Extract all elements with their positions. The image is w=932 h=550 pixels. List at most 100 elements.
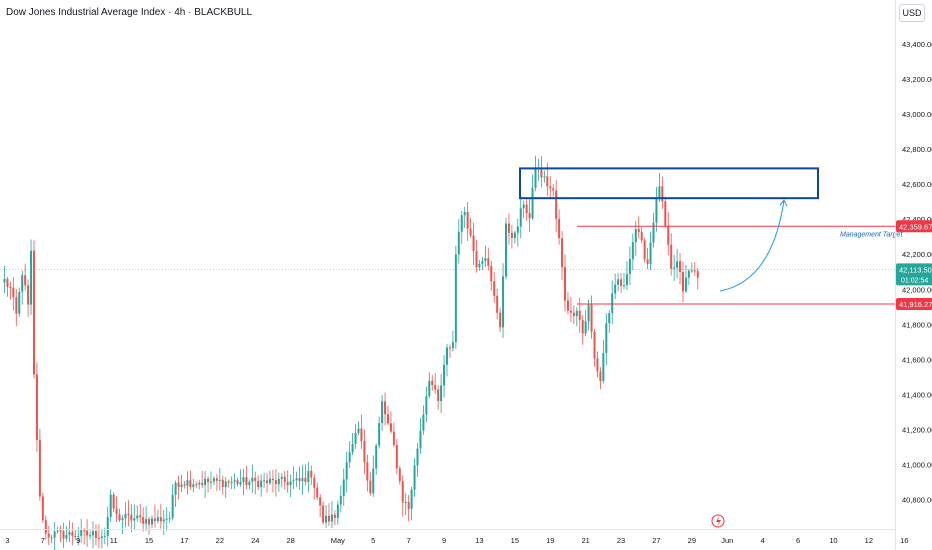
candle: [661, 176, 664, 209]
candle-body: [555, 190, 558, 219]
candle-body: [286, 482, 289, 486]
candle-body: [307, 470, 310, 482]
candle-body: [569, 310, 572, 313]
candle: [581, 315, 584, 345]
candle: [257, 475, 260, 490]
candle-body: [652, 222, 655, 243]
candle: [92, 521, 94, 549]
candle-body: [277, 478, 280, 485]
candle: [496, 288, 499, 320]
candle-body: [404, 502, 407, 504]
candle-body: [260, 480, 263, 488]
candle-body: [401, 481, 404, 503]
candle-body: [558, 218, 561, 239]
candle-body: [673, 267, 676, 269]
time-tick-label: 13: [475, 536, 483, 545]
candle-body: [649, 242, 652, 264]
candle-body: [153, 518, 156, 521]
candle: [670, 233, 673, 276]
candle: [44, 515, 47, 540]
candle-body: [395, 445, 398, 469]
candle-body: [693, 270, 696, 272]
candle: [118, 508, 121, 522]
candle-body: [643, 240, 646, 260]
candle-body: [207, 478, 210, 483]
candle-body: [513, 232, 516, 239]
time-tick-label: 22: [216, 536, 224, 545]
candle: [342, 468, 345, 506]
candle: [366, 454, 369, 492]
candle-body: [295, 478, 298, 481]
price-tick-label: 42,800.00: [902, 145, 932, 154]
candle: [490, 260, 493, 291]
candle-body: [74, 535, 77, 537]
candle-body: [437, 389, 440, 402]
candle-body: [97, 537, 100, 539]
candle: [94, 524, 97, 546]
candle: [543, 170, 546, 183]
candle-body: [289, 481, 292, 486]
candle-body: [133, 518, 136, 521]
candle: [484, 245, 487, 268]
candle-body: [505, 223, 507, 277]
candle-body: [62, 530, 65, 539]
candle: [177, 475, 180, 500]
price-tick-label: 41,200.00: [902, 425, 932, 434]
countdown-label: 01:02:54: [901, 277, 928, 284]
candle: [115, 496, 118, 523]
candle-body: [351, 443, 354, 453]
candle: [41, 492, 44, 524]
candle: [215, 474, 218, 492]
candle: [62, 523, 65, 549]
candle-body: [611, 293, 614, 314]
candle-body: [345, 462, 348, 480]
time-tick-label: 4: [761, 536, 765, 545]
candle-body: [516, 226, 519, 233]
candle-body: [451, 342, 454, 349]
candle: [171, 484, 174, 521]
candle: [410, 487, 413, 521]
candle-body: [221, 479, 224, 488]
candle: [124, 502, 127, 528]
candle: [419, 417, 422, 455]
candle: [310, 465, 313, 486]
candle: [236, 477, 239, 487]
candle-body: [80, 530, 83, 536]
candle-body: [212, 478, 215, 482]
candle-body: [186, 480, 189, 486]
candle-body: [478, 263, 481, 268]
candle-body: [6, 278, 9, 287]
candle-body: [218, 479, 221, 481]
candle: [552, 184, 555, 197]
candle: [210, 471, 212, 489]
candle-body: [77, 535, 80, 537]
candle: [212, 476, 215, 485]
candle: [584, 310, 587, 336]
time-tick-label: Jun: [721, 536, 733, 545]
candle-body: [245, 477, 248, 486]
currency-button[interactable]: USD: [899, 4, 925, 22]
candle: [434, 373, 437, 394]
candle: [696, 267, 699, 290]
candle-body: [86, 530, 89, 536]
candle-body: [434, 385, 437, 390]
candle: [463, 206, 466, 228]
candle-body: [419, 430, 422, 449]
candle-body: [342, 479, 345, 496]
candle: [416, 442, 419, 477]
candle-body: [56, 530, 59, 532]
candle: [47, 526, 50, 546]
candle: [38, 428, 41, 501]
candle: [392, 422, 395, 448]
candle: [289, 474, 292, 498]
candle-body: [549, 186, 552, 189]
candle-body: [103, 535, 106, 537]
candle-body: [215, 478, 218, 481]
candle-body: [490, 265, 493, 282]
candle: [398, 465, 401, 485]
candle-body: [38, 439, 41, 497]
candle-body: [646, 259, 649, 264]
candle: [65, 526, 68, 542]
candle: [68, 520, 71, 542]
